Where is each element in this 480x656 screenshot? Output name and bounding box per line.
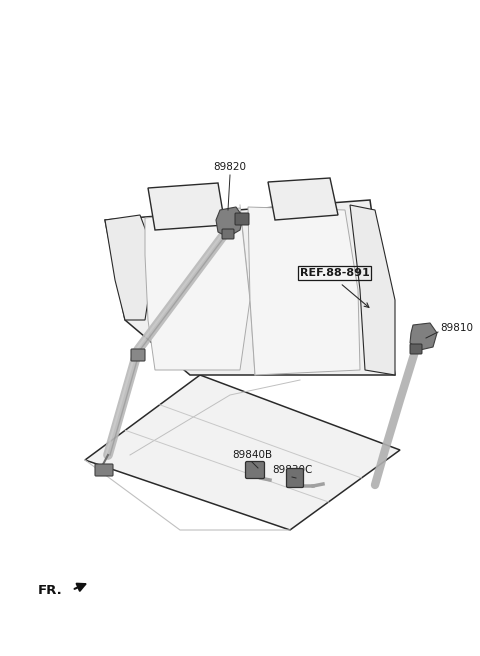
Text: REF.88-891: REF.88-891 <box>300 268 370 278</box>
Polygon shape <box>268 178 338 220</box>
Text: 89810: 89810 <box>440 323 473 333</box>
FancyBboxPatch shape <box>222 229 234 239</box>
Polygon shape <box>105 200 395 375</box>
FancyBboxPatch shape <box>287 468 303 487</box>
Text: FR.: FR. <box>38 583 63 596</box>
Text: 89820: 89820 <box>214 162 247 172</box>
Polygon shape <box>350 205 395 375</box>
Text: 89830C: 89830C <box>272 465 312 475</box>
Polygon shape <box>248 207 360 375</box>
FancyBboxPatch shape <box>245 462 264 478</box>
Polygon shape <box>148 183 225 230</box>
Polygon shape <box>85 375 400 530</box>
FancyBboxPatch shape <box>131 349 145 361</box>
FancyBboxPatch shape <box>410 344 422 354</box>
Polygon shape <box>410 323 437 350</box>
Text: 89840B: 89840B <box>232 450 272 460</box>
Polygon shape <box>216 207 243 237</box>
FancyBboxPatch shape <box>235 213 249 225</box>
Polygon shape <box>145 208 250 370</box>
Polygon shape <box>105 215 155 320</box>
FancyBboxPatch shape <box>95 464 113 476</box>
